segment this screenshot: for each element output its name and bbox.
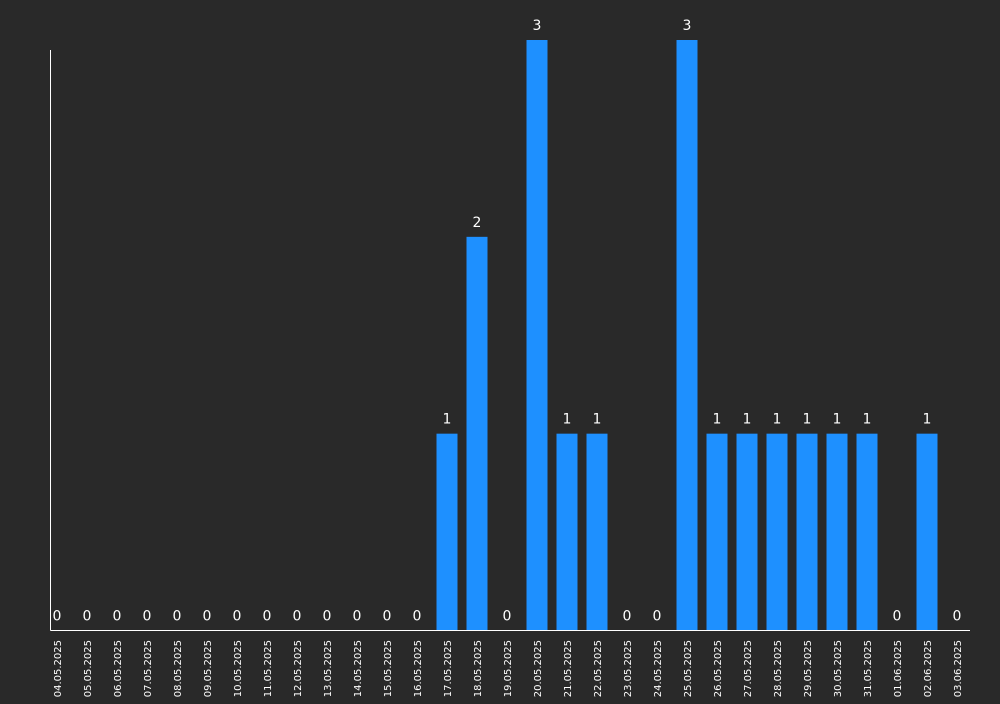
x-tick-label: 29.05.2025 xyxy=(803,640,814,697)
x-tick-label: 12.05.2025 xyxy=(293,640,304,697)
value-label-16.05.2025: 0 xyxy=(413,609,422,625)
bar-21.05.2025 xyxy=(556,433,578,631)
x-tick-label: 28.05.2025 xyxy=(773,640,784,697)
bar-25.05.2025 xyxy=(676,40,698,631)
value-label-23.05.2025: 0 xyxy=(623,609,632,625)
bar-20.05.2025 xyxy=(526,40,548,631)
value-label-14.05.2025: 0 xyxy=(353,609,362,625)
value-label-27.05.2025: 1 xyxy=(743,412,752,428)
value-label-31.05.2025: 1 xyxy=(863,412,872,428)
bar-17.05.2025 xyxy=(436,433,458,631)
x-tick-label: 18.05.2025 xyxy=(473,640,484,697)
value-label-09.05.2025: 0 xyxy=(203,609,212,625)
bar-27.05.2025 xyxy=(736,433,758,631)
x-tick-label: 09.05.2025 xyxy=(203,640,214,697)
x-tick-label: 24.05.2025 xyxy=(653,640,664,697)
bar-18.05.2025 xyxy=(466,236,488,631)
value-label-24.05.2025: 0 xyxy=(653,609,662,625)
x-tick-label: 15.05.2025 xyxy=(383,640,394,697)
x-tick-label: 21.05.2025 xyxy=(563,640,574,697)
value-labels-layer: 0 0 0 0 0 0 0 0 0 0 0 0 0 1 2 0 3 1 1 0 0 3 1 1 1 1 1 1 0 1 0 xyxy=(53,18,962,625)
value-label-08.05.2025: 0 xyxy=(173,609,182,625)
value-label-02.06.2025: 1 xyxy=(923,412,932,428)
x-tick-label: 22.05.2025 xyxy=(593,640,604,697)
x-tick-label: 26.05.2025 xyxy=(713,640,724,697)
x-tick-label: 08.05.2025 xyxy=(173,640,184,697)
value-label-05.05.2025: 0 xyxy=(83,609,92,625)
value-label-12.05.2025: 0 xyxy=(293,609,302,625)
value-label-18.05.2025: 2 xyxy=(473,215,482,231)
value-label-01.06.2025: 0 xyxy=(893,609,902,625)
x-tick-label: 20.05.2025 xyxy=(533,640,544,697)
x-tick-label: 25.05.2025 xyxy=(683,640,694,697)
tick-labels-layer: 04.05.2025 05.05.2025 06.05.2025 07.05.2025… xyxy=(53,640,964,697)
value-label-17.05.2025: 1 xyxy=(443,412,452,428)
x-tick-label: 30.05.2025 xyxy=(833,640,844,697)
x-tick-label: 23.05.2025 xyxy=(623,640,634,697)
value-label-07.05.2025: 0 xyxy=(143,609,152,625)
x-tick-label: 06.05.2025 xyxy=(113,640,124,697)
x-tick-label: 03.06.2025 xyxy=(953,640,964,697)
x-tick-label: 27.05.2025 xyxy=(743,640,754,697)
x-tick-label: 17.05.2025 xyxy=(443,640,454,697)
bar-22.05.2025 xyxy=(586,433,608,631)
value-label-26.05.2025: 1 xyxy=(713,412,722,428)
x-tick-label: 31.05.2025 xyxy=(863,640,874,697)
value-label-29.05.2025: 1 xyxy=(803,412,812,428)
value-label-20.05.2025: 3 xyxy=(533,18,542,34)
value-label-22.05.2025: 1 xyxy=(593,412,602,428)
value-label-06.05.2025: 0 xyxy=(113,609,122,625)
value-label-30.05.2025: 1 xyxy=(833,412,842,428)
x-tick-label: 14.05.2025 xyxy=(353,640,364,697)
bar-02.06.2025 xyxy=(916,433,938,631)
x-tick-label: 19.05.2025 xyxy=(503,640,514,697)
value-label-21.05.2025: 1 xyxy=(563,412,572,428)
value-label-13.05.2025: 0 xyxy=(323,609,332,625)
value-label-11.05.2025: 0 xyxy=(263,609,272,625)
x-tick-label: 11.05.2025 xyxy=(263,640,274,697)
x-tick-label: 05.05.2025 xyxy=(83,640,94,697)
value-label-10.05.2025: 0 xyxy=(233,609,242,625)
value-label-19.05.2025: 0 xyxy=(503,609,512,625)
x-tick-label: 01.06.2025 xyxy=(893,640,904,697)
value-label-28.05.2025: 1 xyxy=(773,412,782,428)
x-tick-label: 07.05.2025 xyxy=(143,640,154,697)
value-label-03.06.2025: 0 xyxy=(953,609,962,625)
bar-31.05.2025 xyxy=(856,433,878,631)
bar-30.05.2025 xyxy=(826,433,848,631)
x-tick-label: 13.05.2025 xyxy=(323,640,334,697)
value-label-25.05.2025: 3 xyxy=(683,18,692,34)
x-tick-label: 04.05.2025 xyxy=(53,640,64,697)
bars-layer xyxy=(436,40,938,631)
bar-28.05.2025 xyxy=(766,433,788,631)
x-tick-label: 02.06.2025 xyxy=(923,640,934,697)
value-label-15.05.2025: 0 xyxy=(383,609,392,625)
bar-26.05.2025 xyxy=(706,433,728,631)
value-label-04.05.2025: 0 xyxy=(53,609,62,625)
bar-29.05.2025 xyxy=(796,433,818,631)
x-tick-label: 16.05.2025 xyxy=(413,640,424,697)
x-tick-label: 10.05.2025 xyxy=(233,640,244,697)
axis-layer xyxy=(50,50,970,631)
